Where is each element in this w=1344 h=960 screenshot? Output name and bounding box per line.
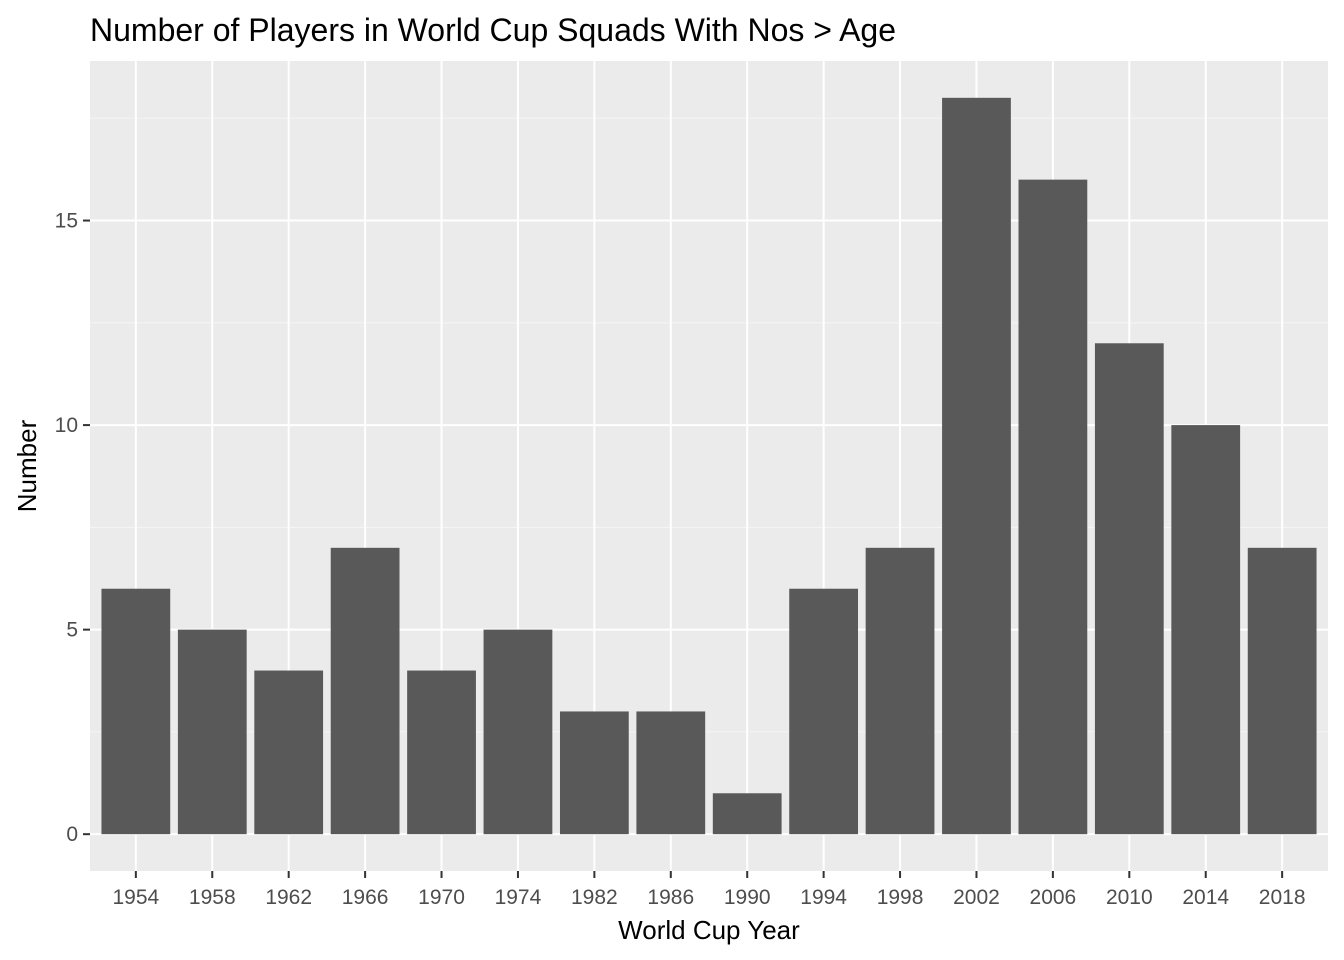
bar-2018	[1247, 547, 1317, 835]
x-tick-label: 1994	[800, 886, 847, 909]
x-tick-label: 1998	[877, 886, 924, 909]
y-tick-label: 0	[66, 823, 78, 846]
chart-title: Number of Players in World Cup Squads Wi…	[90, 12, 896, 48]
x-tick-label: 2014	[1182, 886, 1229, 909]
y-tick-label: 5	[66, 619, 78, 642]
bar-1962	[254, 670, 324, 835]
bars	[101, 97, 1317, 835]
bar-1958	[177, 629, 247, 835]
x-tick-label: 2006	[1030, 886, 1077, 909]
y-axis-title: Number	[12, 419, 42, 512]
y-axis: 0 5 10 15	[55, 210, 90, 846]
x-tick-label: 2002	[953, 886, 1000, 909]
bar-1994	[789, 588, 859, 835]
bar-1966	[330, 547, 400, 835]
bar-1986	[636, 711, 706, 835]
x-axis: 1954 1958 1962 1966 1970 1974 1982 1986 1990 1994…	[112, 871, 1306, 909]
x-tick-label: 1966	[342, 886, 389, 909]
x-tick-label: 2010	[1106, 886, 1153, 909]
bar-1982	[559, 711, 629, 835]
bar-1990	[712, 793, 782, 835]
x-tick-label: 1974	[495, 886, 542, 909]
y-tick-label: 10	[55, 414, 78, 437]
x-tick-label: 1982	[571, 886, 618, 909]
x-tick-label: 1962	[265, 886, 312, 909]
bar-1970	[407, 670, 476, 835]
bar-2014	[1171, 425, 1241, 835]
x-tick-label: 2018	[1259, 886, 1306, 909]
y-tick-label: 15	[55, 210, 78, 233]
x-tick-label: 1986	[647, 886, 694, 909]
x-tick-label: 1958	[189, 886, 236, 909]
x-axis-title: World Cup Year	[618, 915, 800, 945]
bar-1998	[865, 547, 935, 835]
bar-2006	[1018, 179, 1088, 835]
bar-2002	[942, 97, 1011, 835]
bar-2010	[1094, 343, 1164, 835]
bar-1954	[101, 588, 171, 835]
bar-1974	[483, 629, 553, 835]
x-tick-label: 1970	[418, 886, 465, 909]
x-tick-label: 1954	[112, 886, 159, 909]
x-tick-label: 1990	[724, 886, 771, 909]
